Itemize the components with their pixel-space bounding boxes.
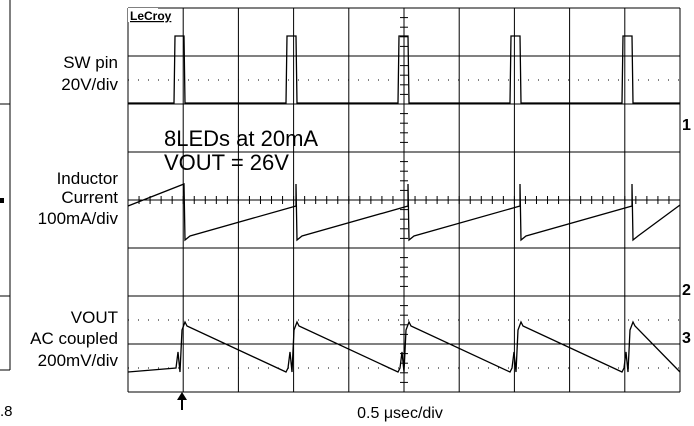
left-fragment: .8 bbox=[0, 403, 13, 420]
inductor-trace bbox=[127, 183, 681, 242]
channel-marker: 2 bbox=[682, 282, 691, 299]
channel-label: Inductor bbox=[57, 169, 119, 188]
traces bbox=[127, 35, 681, 373]
brand-bg bbox=[128, 8, 158, 22]
vout-trace bbox=[127, 320, 681, 373]
annotation: VOUT = 26V bbox=[164, 150, 289, 175]
channel-label: SW pin bbox=[63, 53, 118, 72]
brand: LeCroy bbox=[130, 9, 172, 23]
channel-marker: 1 bbox=[682, 117, 691, 134]
channel-label: 100mA/div bbox=[38, 209, 119, 228]
annotation: 8LEDs at 20mA bbox=[164, 126, 318, 151]
channel-label: 20V/div bbox=[61, 75, 118, 94]
channel-label: Current bbox=[61, 188, 118, 207]
graticule bbox=[127, 7, 681, 393]
trigger-arrow-head bbox=[177, 392, 187, 400]
channel-label: AC coupled bbox=[30, 329, 118, 348]
left-marker bbox=[0, 198, 4, 203]
channel-marker: 3 bbox=[682, 330, 691, 347]
sw-trace bbox=[128, 35, 680, 104]
timebase: 0.5 μsec/div bbox=[357, 405, 443, 422]
channel-label: VOUT bbox=[71, 308, 118, 327]
channel-label: 200mV/div bbox=[38, 351, 119, 370]
